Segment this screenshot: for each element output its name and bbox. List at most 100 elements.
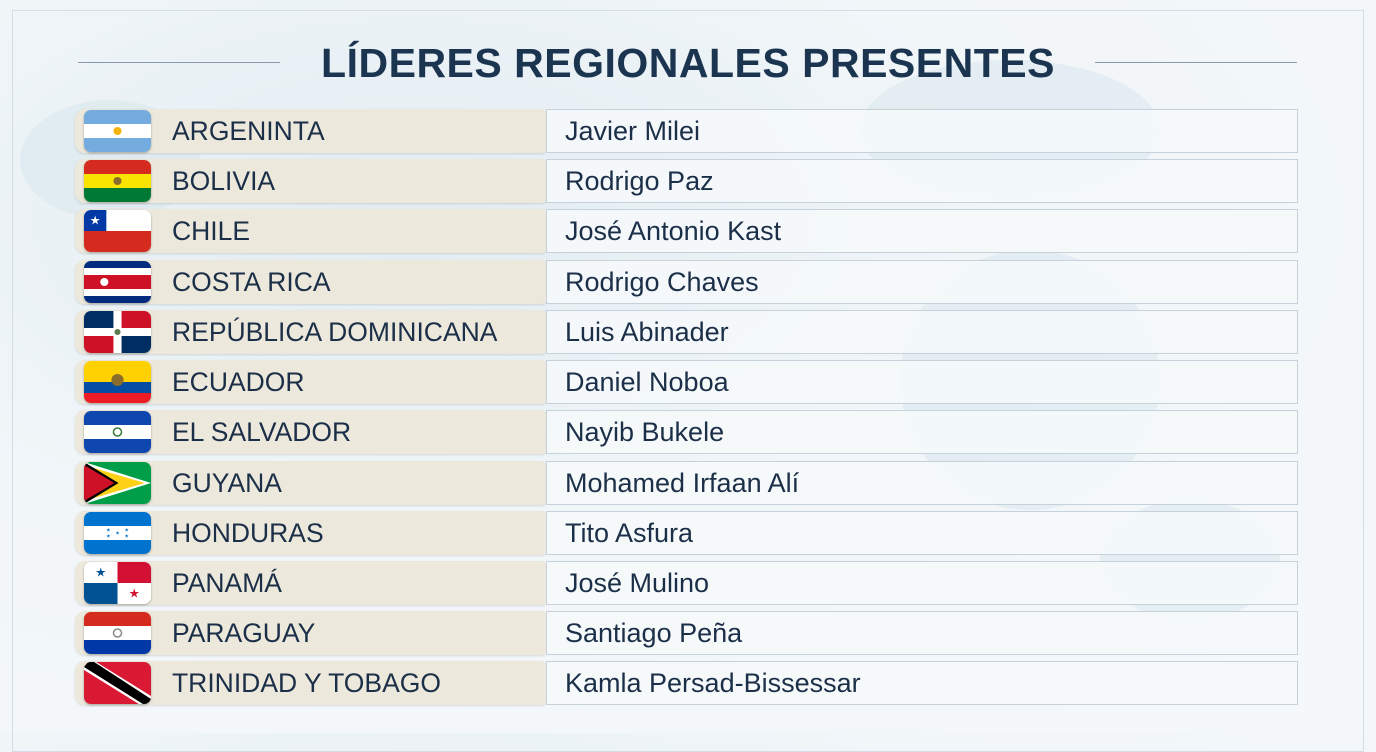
country: ECUADOR <box>172 367 305 397</box>
leader: Santiago Peña <box>565 618 743 648</box>
flag-part <box>84 662 151 704</box>
flag-part <box>113 127 122 135</box>
country: HONDURAS <box>172 518 324 548</box>
row: GUYANA Mohamed Irfaan Alí <box>0 461 1376 505</box>
flag-part <box>84 583 118 604</box>
country-cell <box>75 461 546 505</box>
country-cell <box>75 661 546 705</box>
leader-cell <box>546 611 1298 655</box>
leader-cell <box>546 209 1298 253</box>
country-cell <box>75 360 546 404</box>
leader: Tito Asfura <box>565 518 694 548</box>
flag <box>84 462 151 504</box>
leader: José Mulino <box>565 568 710 598</box>
country-cell <box>75 109 546 153</box>
flag-part <box>100 278 109 286</box>
leader: Daniel Noboa <box>565 367 729 397</box>
leader-cell <box>546 109 1298 153</box>
flag-part <box>84 393 151 403</box>
flag <box>84 662 151 704</box>
country-cell <box>75 611 546 655</box>
row: PANAMÁ José Mulino <box>0 561 1376 605</box>
leader: Luis Abinader <box>565 317 729 347</box>
leader: Rodrigo Paz <box>565 166 714 196</box>
leader-cell <box>546 511 1298 555</box>
flag-part <box>121 311 151 328</box>
leader-cell <box>546 661 1298 705</box>
flag-part <box>117 562 151 583</box>
leader: Mohamed Irfaan Alí <box>565 468 800 498</box>
flag-part <box>84 612 151 626</box>
country: REPÚBLICA DOMINICANA <box>172 317 498 347</box>
country-cell <box>75 159 546 203</box>
title-rule <box>78 62 280 63</box>
country: CHILE <box>172 216 251 246</box>
flag-part <box>113 177 122 185</box>
flag <box>84 261 151 303</box>
title-rule <box>1095 62 1297 63</box>
flag-part <box>84 311 114 328</box>
row: BOLIVIA Rodrigo Paz <box>0 159 1376 203</box>
row: EL SALVADOR Nayib Bukele <box>0 410 1376 454</box>
flag <box>84 160 151 202</box>
country-cell <box>75 260 546 304</box>
row: CHILE José Antonio Kast <box>0 209 1376 253</box>
row: TRINIDAD Y TOBAGO Kamla Persad-Bissessar <box>0 661 1376 705</box>
country: COSTA RICA <box>172 267 331 297</box>
flag-part <box>84 188 151 202</box>
row: ARGENINTA Javier Milei <box>0 109 1376 153</box>
country: EL SALVADOR <box>172 417 352 447</box>
flag-part <box>114 329 121 335</box>
flag-part <box>84 640 151 654</box>
flag <box>84 411 151 453</box>
country: ARGENINTA <box>172 116 325 146</box>
country-cell <box>75 209 546 253</box>
country: PANAMÁ <box>172 568 282 598</box>
title: LÍDERES REGIONALES PRESENTES <box>321 40 1055 86</box>
flag <box>84 210 151 252</box>
country: GUYANA <box>172 468 282 498</box>
leader: Javier Milei <box>565 116 701 146</box>
country: BOLIVIA <box>172 166 276 196</box>
flag-part <box>84 160 151 174</box>
leader-cell <box>546 360 1298 404</box>
flag <box>84 361 151 403</box>
flag <box>84 612 151 654</box>
flag-part <box>84 382 151 393</box>
country: TRINIDAD Y TOBAGO <box>172 668 441 698</box>
row: REPÚBLICA DOMINICANA Luis Abinader <box>0 310 1376 354</box>
country-cell <box>75 561 546 605</box>
flag-part <box>121 336 151 353</box>
flag-part <box>84 336 114 353</box>
flag-part <box>84 425 151 439</box>
flag <box>84 512 151 554</box>
flag <box>84 562 151 604</box>
country-cell <box>75 410 546 454</box>
flag-part <box>84 465 115 501</box>
leader: Rodrigo Chaves <box>565 267 759 297</box>
leader-cell <box>546 461 1298 505</box>
row: ECUADOR Daniel Noboa <box>0 360 1376 404</box>
flag-part <box>84 626 151 640</box>
flag-part <box>84 231 151 252</box>
flag-part <box>112 628 123 638</box>
leader: Kamla Persad-Bissessar <box>565 668 861 698</box>
flag <box>84 311 151 353</box>
flag-part <box>111 374 124 386</box>
country-cell <box>75 310 546 354</box>
country: PARAGUAY <box>172 618 316 648</box>
leader: Nayib Bukele <box>565 417 725 447</box>
row: PARAGUAY Santiago Peña <box>0 611 1376 655</box>
leader-cell <box>546 260 1298 304</box>
leader-cell <box>546 561 1298 605</box>
country-cell <box>75 511 546 555</box>
flag-part <box>84 361 151 382</box>
flag-part <box>84 275 151 289</box>
row: COSTA RICA Rodrigo Chaves <box>0 260 1376 304</box>
flag-part <box>112 427 123 437</box>
leader-cell <box>546 410 1298 454</box>
row: HONDURAS Tito Asfura <box>0 511 1376 555</box>
leader-cell <box>546 159 1298 203</box>
flag <box>84 110 151 152</box>
